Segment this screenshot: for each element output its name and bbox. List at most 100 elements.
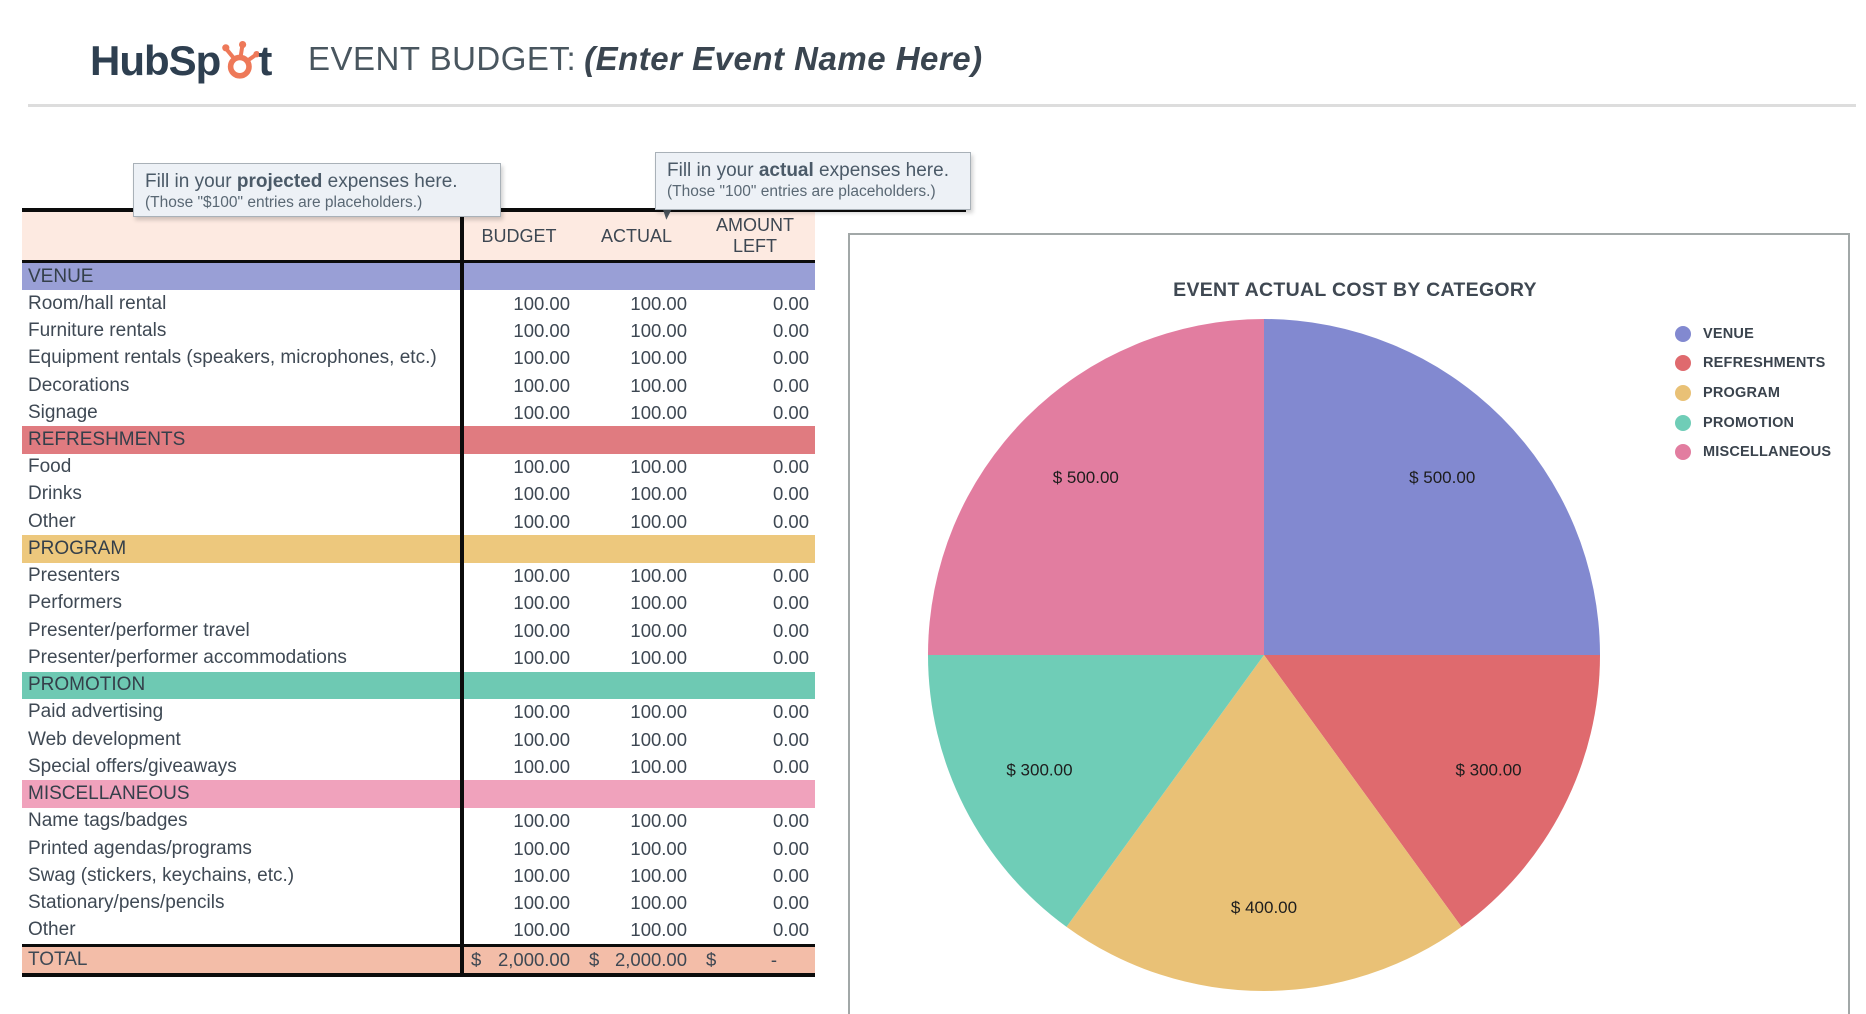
budget-cell[interactable]: 100.00: [513, 755, 570, 777]
table-row: Presenters 100.00 100.00 0.00: [22, 563, 815, 590]
left-cell[interactable]: 0.00: [772, 347, 809, 369]
total-budget-cell: $2,000.00: [471, 948, 570, 970]
actual-cell[interactable]: 100.00: [630, 837, 687, 859]
total-actual-cell: $2,000.00: [589, 948, 687, 970]
actual-cell[interactable]: 100.00: [630, 292, 687, 314]
actual-cell[interactable]: 100.00: [630, 565, 687, 587]
budget-cell[interactable]: 100.00: [513, 892, 570, 913]
item-name: Room/hall rental: [28, 292, 167, 314]
table-row: Signage 100.00 100.00 0.00: [22, 399, 815, 426]
event-name-placeholder[interactable]: (Enter Event Name Here): [584, 40, 983, 77]
actual-cell[interactable]: 100.00: [630, 320, 687, 342]
item-name: Food: [28, 456, 72, 478]
budget-cell[interactable]: 100.00: [513, 565, 570, 587]
section-label: VENUE: [28, 265, 94, 287]
tooltip-actual-line1: Fill in your actual expenses here.: [667, 160, 949, 181]
budget-cell[interactable]: 100.00: [513, 401, 570, 423]
left-cell[interactable]: 0.00: [772, 292, 809, 314]
actual-cell[interactable]: 100.00: [630, 728, 687, 750]
budget-cell[interactable]: 100.00: [513, 728, 570, 750]
section-label: PROGRAM: [28, 537, 127, 559]
pie-slice-label: $ 300.00: [1006, 760, 1072, 779]
item-name: Name tags/badges: [28, 810, 188, 832]
left-cell[interactable]: 0.00: [772, 592, 809, 614]
actual-cell[interactable]: 100.00: [630, 892, 687, 913]
budget-cell[interactable]: 100.00: [513, 592, 570, 614]
actual-cell[interactable]: 100.00: [630, 864, 687, 886]
table-row: Furniture rentals 100.00 100.00 0.00: [22, 317, 815, 344]
budget-cell[interactable]: 100.00: [513, 619, 570, 641]
table-row: Performers 100.00 100.00 0.00: [22, 590, 815, 617]
left-cell[interactable]: 0.00: [772, 646, 809, 668]
pie-slice-venue: [1264, 319, 1600, 655]
left-cell[interactable]: 0.00: [772, 919, 809, 941]
item-name: Presenter/performer travel: [28, 619, 250, 641]
item-name: Paid advertising: [28, 701, 164, 723]
legend-item-venue: VENUE: [1675, 319, 1831, 349]
left-cell[interactable]: 0.00: [772, 456, 809, 478]
tooltip-projected-expenses: Fill in your projected expenses here. (T…: [133, 163, 501, 217]
budget-cell[interactable]: 100.00: [513, 374, 570, 396]
section-header-miscellaneous: MISCELLANEOUS: [22, 780, 815, 808]
left-cell[interactable]: 0.00: [772, 510, 809, 532]
table-row: Room/hall rental 100.00 100.00 0.00: [22, 290, 815, 317]
actual-cell[interactable]: 100.00: [630, 347, 687, 369]
budget-cell[interactable]: 100.00: [513, 320, 570, 342]
budget-cell[interactable]: 100.00: [513, 483, 570, 505]
left-cell[interactable]: 0.00: [772, 374, 809, 396]
left-cell[interactable]: 0.00: [772, 565, 809, 587]
tooltip-projected-line2: (Those "$100" entries are placeholders.): [145, 193, 423, 211]
left-cell[interactable]: 0.00: [772, 701, 809, 723]
tooltip-projected-line1: Fill in your projected expenses here.: [145, 171, 458, 192]
item-name: Stationary/pens/pencils: [28, 892, 225, 913]
header-amount-left: AMOUNT LEFT: [716, 215, 794, 256]
legend-item-refreshments: REFRESHMENTS: [1675, 349, 1831, 379]
actual-cell[interactable]: 100.00: [630, 374, 687, 396]
chart-panel: EVENT ACTUAL COST BY CATEGORY $ 500.00 $ …: [848, 233, 1850, 1014]
section-label: REFRESHMENTS: [28, 429, 186, 451]
left-cell[interactable]: 0.00: [772, 810, 809, 832]
section-header-program: PROGRAM: [22, 535, 815, 563]
table-row: Printed agendas/programs 100.00 100.00 0.00: [22, 835, 815, 862]
left-cell[interactable]: 0.00: [772, 892, 809, 913]
left-cell[interactable]: 0.00: [772, 320, 809, 342]
actual-cell[interactable]: 100.00: [630, 646, 687, 668]
budget-cell[interactable]: 100.00: [513, 919, 570, 941]
actual-cell[interactable]: 100.00: [630, 619, 687, 641]
actual-cell[interactable]: 100.00: [630, 456, 687, 478]
budget-cell[interactable]: 100.00: [513, 292, 570, 314]
budget-cell[interactable]: 100.00: [513, 646, 570, 668]
budget-cell[interactable]: 100.00: [513, 810, 570, 832]
budget-cell[interactable]: 100.00: [513, 510, 570, 532]
actual-cell[interactable]: 100.00: [630, 755, 687, 777]
left-cell[interactable]: 0.00: [772, 401, 809, 423]
legend-swatch-icon: [1675, 444, 1691, 461]
budget-cell[interactable]: 100.00: [513, 347, 570, 369]
actual-cell[interactable]: 100.00: [630, 810, 687, 832]
budget-cell[interactable]: 100.00: [513, 837, 570, 859]
table-row: Other 100.00 100.00 0.00: [22, 508, 815, 535]
table-header-row: BUDGET ACTUAL AMOUNT LEFT: [22, 212, 815, 260]
pie-chart: $ 500.00 $ 300.00 $ 400.00 $ 300.00 $ 500.00: [928, 319, 1600, 992]
actual-cell[interactable]: 100.00: [630, 592, 687, 614]
header-actual: ACTUAL: [600, 225, 672, 246]
tooltip-actual-line2: (Those "100" entries are placeholders.): [667, 182, 936, 200]
budget-cell[interactable]: 100.00: [513, 701, 570, 723]
actual-cell[interactable]: 100.00: [630, 510, 687, 532]
item-name: Other: [28, 510, 76, 532]
item-name: Presenter/performer accommodations: [28, 646, 347, 668]
actual-cell[interactable]: 100.00: [630, 919, 687, 941]
budget-cell[interactable]: 100.00: [513, 864, 570, 886]
left-cell[interactable]: 0.00: [772, 619, 809, 641]
left-cell[interactable]: 0.00: [772, 728, 809, 750]
left-cell[interactable]: 0.00: [772, 755, 809, 777]
actual-cell[interactable]: 100.00: [630, 701, 687, 723]
total-row: TOTAL $2,000.00 $2,000.00 $ -: [22, 946, 815, 973]
left-cell[interactable]: 0.00: [772, 864, 809, 886]
budget-cell[interactable]: 100.00: [513, 456, 570, 478]
actual-cell[interactable]: 100.00: [630, 401, 687, 423]
left-cell[interactable]: 0.00: [772, 837, 809, 859]
left-cell[interactable]: 0.00: [772, 483, 809, 505]
actual-cell[interactable]: 100.00: [630, 483, 687, 505]
